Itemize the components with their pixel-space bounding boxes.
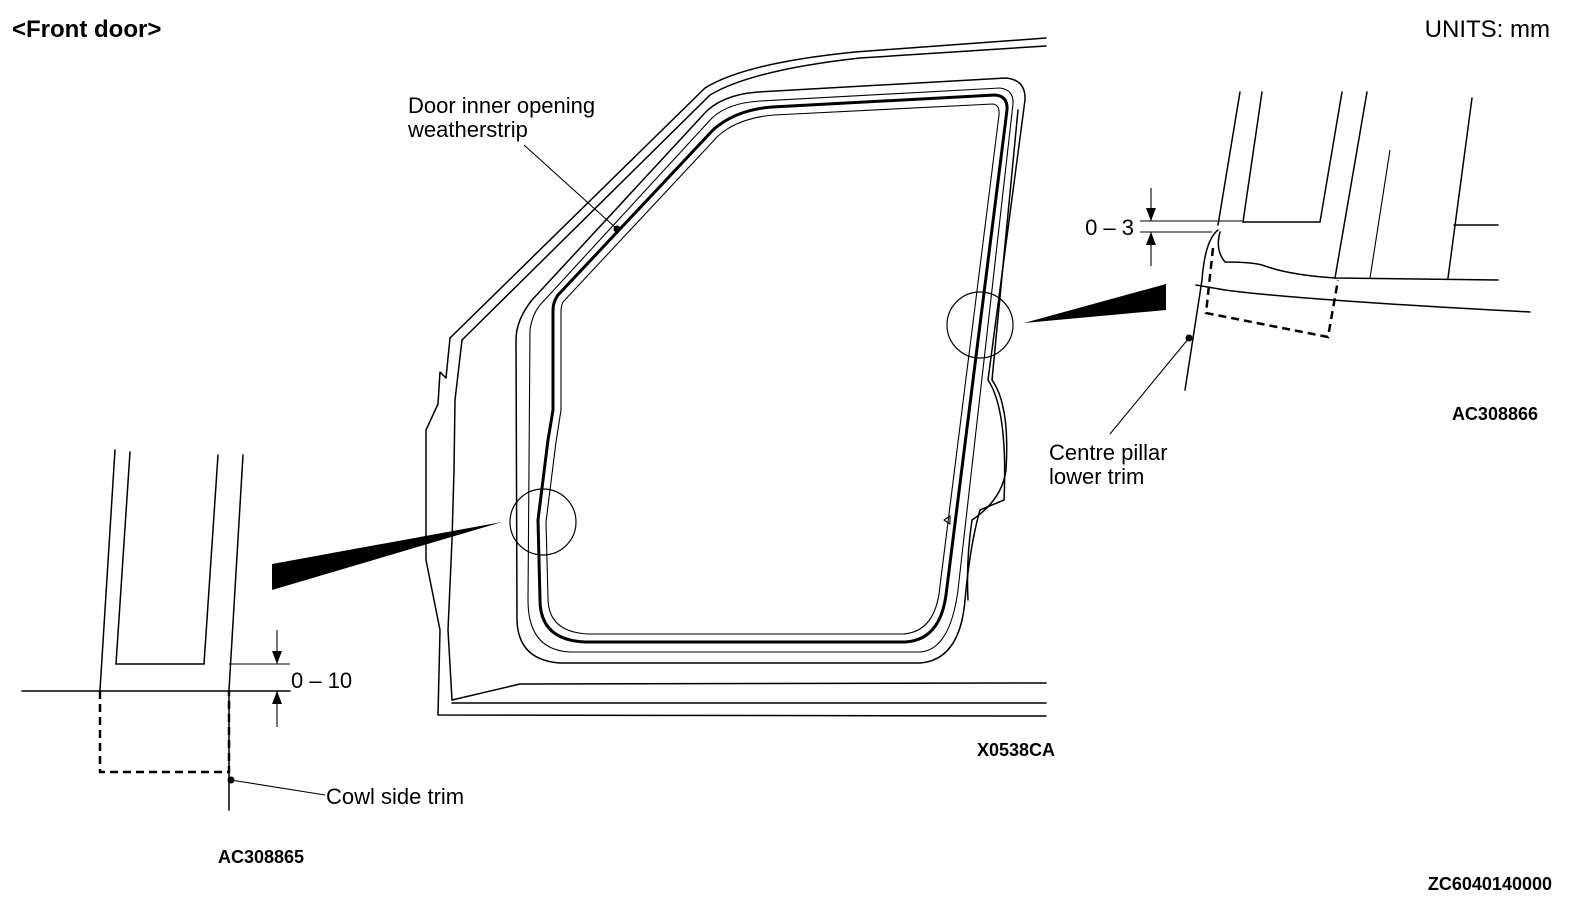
main-figure-code: X0538CA bbox=[977, 740, 1055, 760]
centre-pillar-label-line1: Centre pillar bbox=[1049, 440, 1168, 465]
rear-detail-code: AC308866 bbox=[1452, 404, 1538, 424]
rear-detail-circle bbox=[946, 291, 1014, 359]
rear-detail-view bbox=[1109, 91, 1531, 435]
front-detail-circle bbox=[509, 488, 577, 556]
front-gap-dimension: 0 – 10 bbox=[291, 668, 352, 693]
weatherstrip-label-line1: Door inner opening bbox=[408, 93, 595, 118]
front-detail-code: AC308865 bbox=[218, 847, 304, 867]
page-title: <Front door> bbox=[12, 16, 161, 43]
rear-gap-dimension: 0 – 3 bbox=[1085, 215, 1134, 240]
centre-pillar-label-line2: lower trim bbox=[1049, 464, 1144, 489]
units-label: UNITS: mm bbox=[1425, 16, 1550, 43]
front-detail-view bbox=[21, 449, 326, 811]
cowl-side-trim-label: Cowl side trim bbox=[326, 784, 464, 809]
weatherstrip-label-line2: weatherstrip bbox=[407, 117, 528, 142]
weatherstrip-leader bbox=[523, 144, 621, 233]
front-callout-wedge bbox=[272, 522, 502, 590]
rear-callout-wedge bbox=[1024, 284, 1166, 323]
sheet-code: ZC6040140000 bbox=[1428, 874, 1552, 894]
door-opening-body bbox=[425, 37, 1047, 717]
